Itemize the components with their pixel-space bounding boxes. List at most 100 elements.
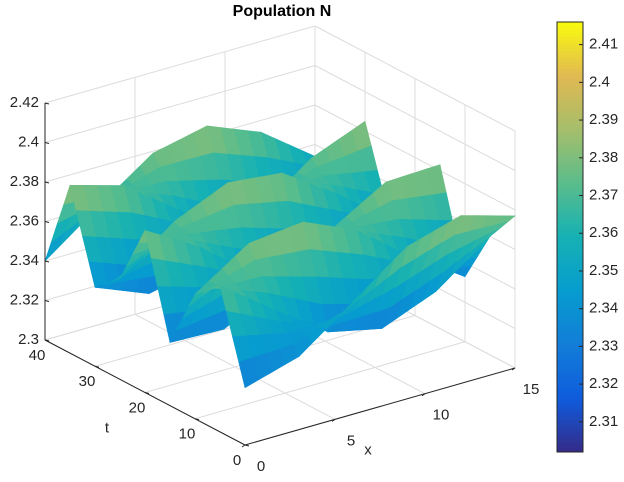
colorbar-band xyxy=(557,90,583,95)
colorbar-band xyxy=(557,151,583,156)
colorbar-band xyxy=(557,208,583,213)
colorbar-band xyxy=(557,340,583,345)
y-axis-label: t xyxy=(105,419,110,436)
colorbar-band xyxy=(557,65,583,70)
z-tick xyxy=(44,181,50,184)
colorbar-band xyxy=(557,183,583,188)
colorbar-band xyxy=(557,68,583,73)
surface-cell xyxy=(238,357,259,389)
z-tick-label: 2.32 xyxy=(10,291,39,308)
colorbar-band xyxy=(557,444,583,449)
z-tick xyxy=(44,260,50,263)
colorbar-band xyxy=(557,176,583,181)
colorbar-band xyxy=(557,172,583,177)
colorbar-band xyxy=(557,194,583,199)
y-tick xyxy=(194,418,200,421)
colorbar-band xyxy=(557,100,583,105)
colorbar-band xyxy=(557,330,583,335)
colorbar-band xyxy=(557,333,583,338)
colorbar-band xyxy=(557,409,583,414)
y-tick xyxy=(244,444,250,447)
colorbar-band xyxy=(557,72,583,77)
colorbar-tick-label: 2.37 xyxy=(589,186,618,203)
colorbar-band xyxy=(557,25,583,30)
colorbar-band xyxy=(557,118,583,123)
colorbar: 2.31 2.32 2.33 2.34 2.35 2.36 2.37 2.38 2.39 2.4 2… xyxy=(556,21,618,453)
colorbar-band xyxy=(557,283,583,288)
colorbar-tick-label: 2.31 xyxy=(589,413,618,430)
colorbar-band xyxy=(557,108,583,113)
colorbar-band xyxy=(557,358,583,363)
colorbar-band xyxy=(557,158,583,163)
x-axis-label: x xyxy=(364,441,372,458)
colorbar-band xyxy=(557,426,583,431)
colorbar-band xyxy=(557,143,583,148)
colorbar-band xyxy=(557,412,583,417)
x-tick xyxy=(421,393,426,397)
colorbar-band xyxy=(557,376,583,381)
colorbar-band xyxy=(557,373,583,378)
y-tick-label: 20 xyxy=(129,399,146,416)
colorbar-band xyxy=(557,47,583,52)
colorbar-band xyxy=(557,122,583,127)
axes: 0 5 10 15 0 10 20 30 402.3 2.32 2.34 2.36 2.38 2.4 2.4… xyxy=(10,94,540,475)
colorbar-band xyxy=(557,161,583,166)
grid-line xyxy=(314,104,516,211)
colorbar-band xyxy=(557,226,583,231)
grid-line xyxy=(44,25,316,104)
colorbar-band xyxy=(557,315,583,320)
colorbar-band xyxy=(557,387,583,392)
z-tick xyxy=(44,300,50,302)
colorbar-band xyxy=(557,240,583,245)
colorbar-band xyxy=(557,201,583,206)
colorbar-band xyxy=(557,186,583,191)
x-tick xyxy=(511,367,516,371)
colorbar-band xyxy=(557,233,583,238)
colorbar-band xyxy=(557,366,583,371)
colorbar-band xyxy=(557,115,583,120)
colorbar-band xyxy=(557,355,583,360)
x-tick-label: 15 xyxy=(523,381,540,398)
colorbar-band xyxy=(557,344,583,349)
colorbar-band xyxy=(557,79,583,84)
colorbar-band xyxy=(557,168,583,173)
colorbar-band xyxy=(557,86,583,91)
colorbar-band xyxy=(557,416,583,421)
colorbar-band xyxy=(557,147,583,152)
colorbar-band xyxy=(557,237,583,242)
z-tick-label: 2.34 xyxy=(10,252,39,269)
colorbar-tick-label: 2.4 xyxy=(589,73,610,90)
colorbar-band xyxy=(557,380,583,385)
colorbar-band xyxy=(557,319,583,324)
grid-line xyxy=(314,25,516,132)
colorbar-band xyxy=(557,50,583,55)
x-tick-label: 10 xyxy=(433,407,450,424)
colorbar-band xyxy=(557,75,583,80)
colorbar-band xyxy=(557,43,583,48)
x-tick-label: 5 xyxy=(347,432,355,449)
colorbar-tick-label: 2.33 xyxy=(589,337,618,354)
colorbar-band xyxy=(557,211,583,216)
colorbar-band xyxy=(557,280,583,285)
colorbar-band xyxy=(557,337,583,342)
colorbar-band xyxy=(557,434,583,439)
colorbar-tick-label: 2.34 xyxy=(589,300,618,317)
colorbar-band xyxy=(557,104,583,109)
colorbar-band xyxy=(557,401,583,406)
colorbar-band xyxy=(557,229,583,234)
colorbar-band xyxy=(557,391,583,396)
colorbar-band xyxy=(557,154,583,159)
colorbar-band xyxy=(557,82,583,87)
colorbar-band xyxy=(557,448,583,453)
colorbar-band xyxy=(557,287,583,292)
colorbar-band xyxy=(557,54,583,59)
colorbar-frame xyxy=(556,21,584,453)
colorbar-band xyxy=(557,398,583,403)
colorbar-band xyxy=(557,61,583,66)
grid-line xyxy=(194,341,466,420)
colorbar-band xyxy=(557,441,583,446)
z-tick-label: 2.3 xyxy=(18,331,39,348)
colorbar-band xyxy=(557,129,583,134)
colorbar-band xyxy=(557,57,583,62)
